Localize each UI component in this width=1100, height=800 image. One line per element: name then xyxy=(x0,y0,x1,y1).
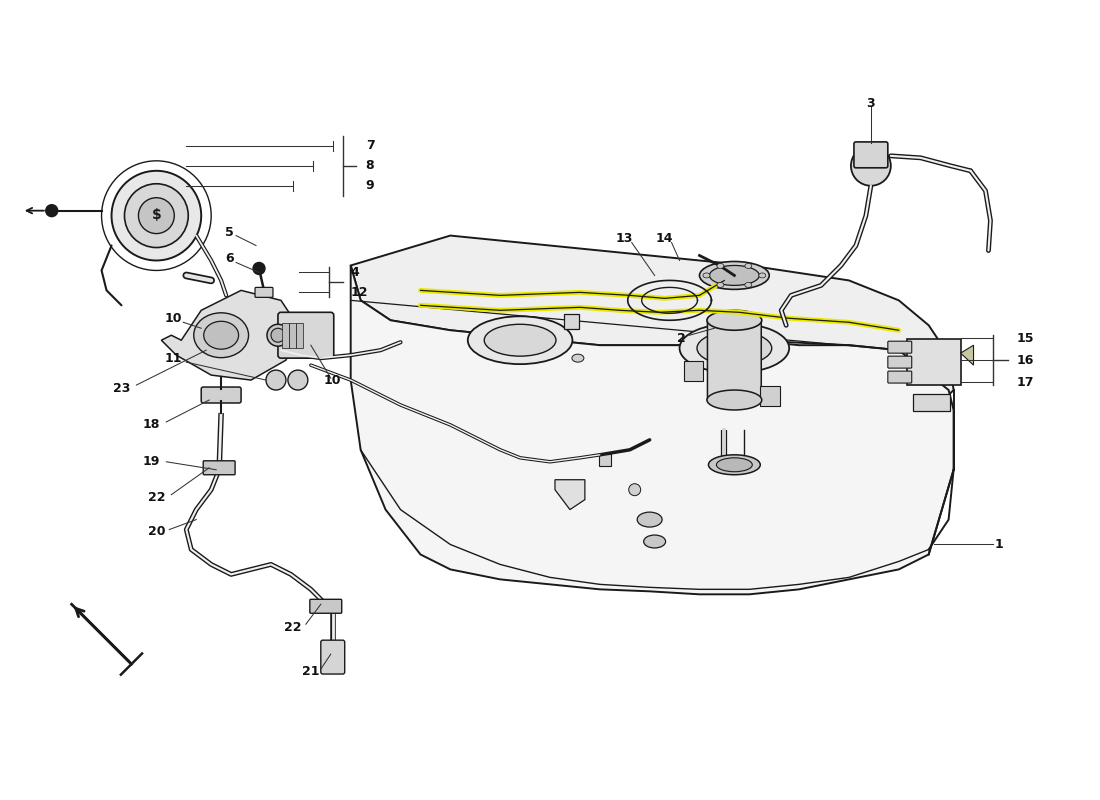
Ellipse shape xyxy=(700,262,769,290)
Circle shape xyxy=(253,262,265,274)
Ellipse shape xyxy=(716,458,752,472)
Text: 8: 8 xyxy=(365,159,374,172)
FancyBboxPatch shape xyxy=(854,142,888,168)
Text: 9: 9 xyxy=(365,179,374,192)
Circle shape xyxy=(111,170,201,261)
FancyBboxPatch shape xyxy=(760,386,780,406)
Ellipse shape xyxy=(745,263,751,269)
FancyBboxPatch shape xyxy=(598,454,611,466)
Text: 11: 11 xyxy=(165,352,183,365)
Ellipse shape xyxy=(759,273,766,278)
Text: 7: 7 xyxy=(365,139,374,152)
Polygon shape xyxy=(162,290,301,380)
FancyBboxPatch shape xyxy=(888,356,912,368)
Text: 21: 21 xyxy=(302,665,320,678)
FancyBboxPatch shape xyxy=(888,342,912,353)
Text: a passion for parts diagrams: a passion for parts diagrams xyxy=(510,480,790,499)
Text: 10: 10 xyxy=(324,374,341,386)
Ellipse shape xyxy=(697,331,772,365)
Text: 14: 14 xyxy=(656,232,673,245)
Ellipse shape xyxy=(745,282,751,287)
FancyBboxPatch shape xyxy=(278,312,333,358)
FancyBboxPatch shape xyxy=(888,371,912,383)
Text: 20: 20 xyxy=(147,525,165,538)
Text: 4: 4 xyxy=(351,266,360,279)
Text: 3: 3 xyxy=(867,97,876,110)
Circle shape xyxy=(266,370,286,390)
FancyBboxPatch shape xyxy=(321,640,344,674)
Ellipse shape xyxy=(572,354,584,362)
FancyBboxPatch shape xyxy=(906,339,960,385)
Ellipse shape xyxy=(194,313,249,358)
Text: $: $ xyxy=(152,208,162,222)
FancyBboxPatch shape xyxy=(707,318,761,402)
Ellipse shape xyxy=(708,455,760,474)
Text: 17: 17 xyxy=(1016,375,1034,389)
Text: 12: 12 xyxy=(351,286,369,299)
FancyBboxPatch shape xyxy=(283,322,289,348)
Text: 15: 15 xyxy=(1016,332,1034,345)
FancyBboxPatch shape xyxy=(564,314,579,330)
Text: eurospecs: eurospecs xyxy=(508,387,891,453)
Text: 1: 1 xyxy=(994,538,1003,551)
Ellipse shape xyxy=(267,324,289,346)
Text: 2: 2 xyxy=(678,332,686,345)
Circle shape xyxy=(288,370,308,390)
Ellipse shape xyxy=(717,263,724,269)
Polygon shape xyxy=(556,480,585,510)
Circle shape xyxy=(629,484,640,496)
FancyBboxPatch shape xyxy=(255,287,273,298)
Ellipse shape xyxy=(717,282,724,287)
Ellipse shape xyxy=(204,322,239,349)
Ellipse shape xyxy=(703,273,710,278)
Text: 22: 22 xyxy=(147,491,165,504)
FancyBboxPatch shape xyxy=(289,322,296,348)
Polygon shape xyxy=(960,345,974,365)
Text: 13: 13 xyxy=(616,232,634,245)
Text: 6: 6 xyxy=(224,252,233,265)
FancyBboxPatch shape xyxy=(201,387,241,403)
Ellipse shape xyxy=(707,390,762,410)
FancyBboxPatch shape xyxy=(296,322,304,348)
Text: 19: 19 xyxy=(143,455,161,468)
Circle shape xyxy=(124,184,188,247)
FancyBboxPatch shape xyxy=(683,361,704,381)
Polygon shape xyxy=(351,266,954,594)
Circle shape xyxy=(46,205,57,217)
Ellipse shape xyxy=(707,310,762,330)
FancyBboxPatch shape xyxy=(310,599,342,614)
Text: 23: 23 xyxy=(113,382,130,394)
Ellipse shape xyxy=(644,535,666,548)
FancyBboxPatch shape xyxy=(913,394,949,411)
Ellipse shape xyxy=(271,328,285,342)
Circle shape xyxy=(851,146,891,186)
FancyBboxPatch shape xyxy=(204,461,235,474)
Ellipse shape xyxy=(680,323,789,373)
Text: 18: 18 xyxy=(143,418,161,431)
Ellipse shape xyxy=(710,266,759,286)
Circle shape xyxy=(139,198,174,234)
Text: 10: 10 xyxy=(165,312,183,325)
Ellipse shape xyxy=(637,512,662,527)
Polygon shape xyxy=(351,235,954,395)
Ellipse shape xyxy=(484,324,556,356)
Text: 16: 16 xyxy=(1016,354,1034,366)
Text: 5: 5 xyxy=(224,226,233,239)
Text: 22: 22 xyxy=(284,621,301,634)
Ellipse shape xyxy=(468,316,572,364)
